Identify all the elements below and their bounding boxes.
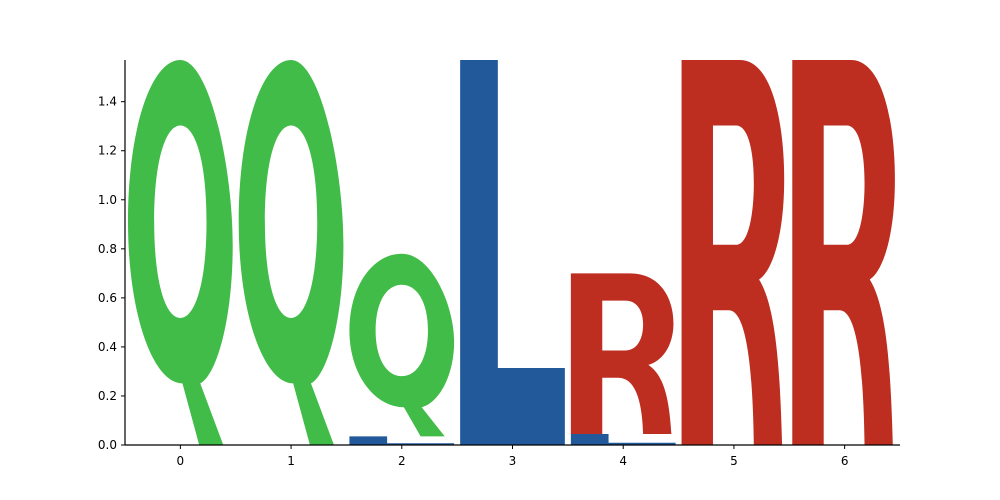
- y-tick-label-6: 1.2: [98, 144, 117, 158]
- y-tick-label-3: 0.6: [98, 291, 117, 305]
- logo-letter-q-pos-0-0: [128, 60, 233, 445]
- x-tick-label-5: 5: [730, 454, 738, 468]
- x-tick-label-3: 3: [509, 454, 517, 468]
- logo-letter-r-pos-6-0: [792, 60, 895, 445]
- x-tick-label-4: 4: [619, 454, 627, 468]
- logo-letter-q-pos-1-0: [238, 60, 344, 445]
- x-tick-label-2: 2: [398, 454, 406, 468]
- y-axis-ticks: 0.0 0.2 0.4 0.6 0.8 1.0 1.2 1.4: [98, 95, 125, 452]
- y-tick-label-0: 0.0: [98, 438, 117, 452]
- logo-letter-l-pos-3-0: [460, 60, 565, 445]
- y-tick-label-5: 1.0: [98, 193, 117, 207]
- x-tick-label-0: 0: [177, 454, 185, 468]
- logo-letter-l-pos-4-0: [570, 433, 676, 445]
- logo-letter-r-pos-4-1: [570, 273, 674, 434]
- y-tick-label-7: 1.4: [98, 95, 117, 109]
- y-tick-label-4: 0.8: [98, 242, 117, 256]
- x-tick-label-1: 1: [287, 454, 295, 468]
- x-tick-label-6: 6: [841, 454, 849, 468]
- y-tick-label-2: 0.4: [98, 340, 117, 354]
- logo-letter-l-pos-2-0: [349, 436, 455, 445]
- logo-letter-r-pos-5-0: [681, 60, 785, 445]
- logo-letter-q-pos-2-1: [349, 253, 455, 437]
- y-tick-label-1: 0.2: [98, 389, 117, 403]
- x-axis-ticks: 0 1 2 3 4 5 6: [177, 445, 849, 468]
- plot-area: [128, 60, 895, 445]
